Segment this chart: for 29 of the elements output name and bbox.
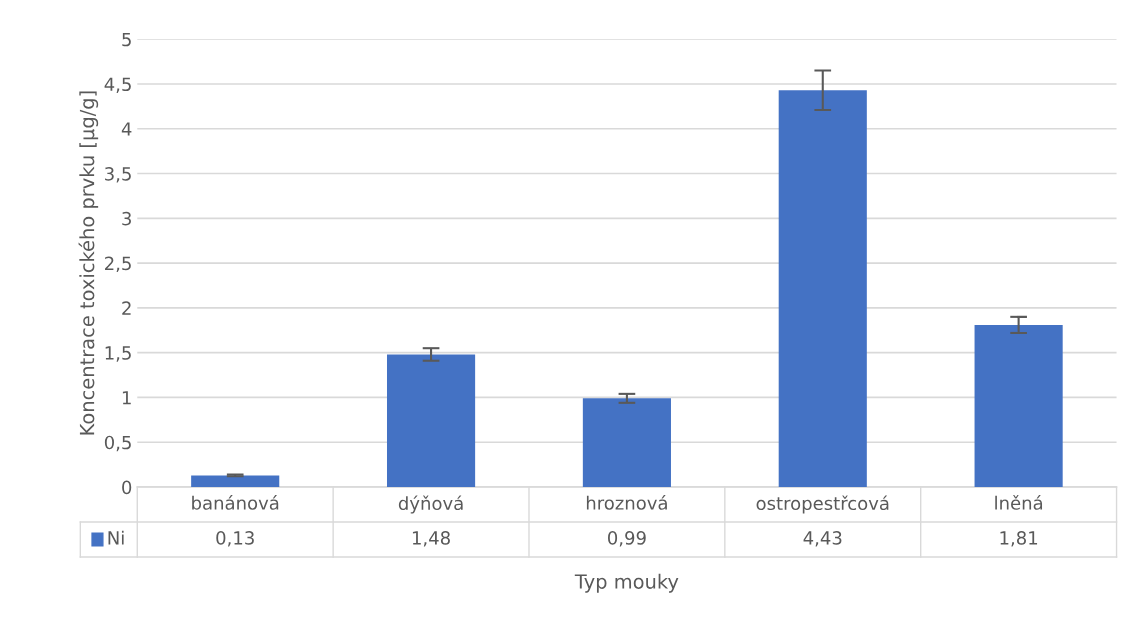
bar — [778, 90, 867, 488]
x-tick-label: ostropestřcová — [756, 495, 889, 514]
x-axis-title: Typ mouky — [574, 573, 679, 593]
bar — [582, 398, 671, 488]
bar — [191, 475, 280, 488]
data-label: 4,43 — [803, 531, 842, 547]
bar — [974, 324, 1063, 488]
x-tick-label: hroznová — [586, 495, 667, 510]
data-label: 1,81 — [1000, 531, 1038, 547]
y-tick-label: 1 — [122, 391, 131, 405]
data-label: 1,48 — [412, 531, 450, 547]
y-tick-label: 0 — [122, 480, 132, 495]
y-tick-label: 4 — [121, 122, 132, 136]
y-tick-label: 3 — [122, 211, 131, 226]
y-tick-label: 5 — [122, 32, 131, 47]
y-tick-label: 2 — [122, 301, 131, 315]
bar — [386, 354, 476, 488]
x-tick-label: lněná — [995, 495, 1043, 510]
x-tick-label: banánová — [192, 495, 279, 510]
data-label: 0,99 — [608, 531, 646, 547]
y-tick-label: 0,5 — [104, 435, 131, 452]
y-tick-label: 3,5 — [105, 167, 131, 183]
legend-label: Ni — [108, 530, 124, 545]
y-axis-title: Koncentrace toxického prvku [µg/g] — [78, 91, 99, 435]
y-tick-label: 4,5 — [104, 77, 131, 93]
data-label: 0,13 — [216, 531, 254, 547]
y-tick-label: 2,5 — [105, 256, 131, 273]
x-tick-label: dýňová — [398, 495, 463, 514]
y-tick-label: 1,5 — [105, 346, 131, 362]
